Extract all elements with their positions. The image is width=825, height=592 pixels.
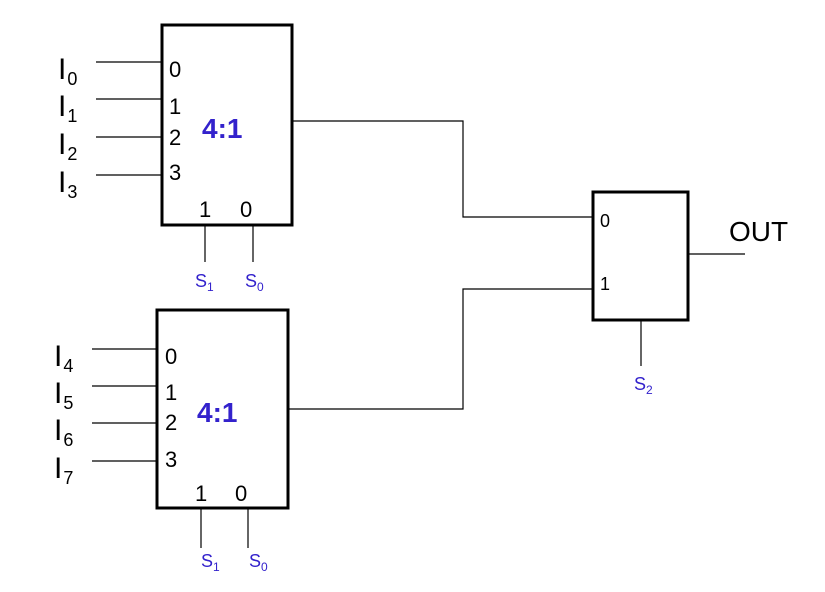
mux-bottom-pin-3: 3 — [165, 447, 177, 472]
mux-bottom-input-label-5: I5 — [54, 377, 73, 413]
mux-bottom-input-label-7: I7 — [54, 452, 73, 488]
mux-bottom-pin-0: 0 — [165, 344, 177, 369]
mux-top-type-label: 4:1 — [202, 113, 242, 144]
mux-top-pin-0: 0 — [169, 57, 181, 82]
mux-top-select-pin-0: 0 — [240, 197, 252, 222]
mux-top-select-label-s1: S1 — [195, 271, 214, 294]
mux-top-pin-3: 3 — [169, 160, 181, 185]
mux-top-input-label-2: I2 — [58, 128, 77, 164]
mux-bottom-pin-1: 1 — [165, 380, 177, 405]
mux-top-input-label-3: I3 — [58, 166, 77, 202]
mux-top-select-label-s0: S0 — [245, 271, 264, 294]
mux-bottom-select-pin-1: 1 — [195, 481, 207, 506]
mux-top-pin-1: 1 — [169, 94, 181, 119]
mux-bottom-select-pin-0: 0 — [235, 481, 247, 506]
mux-bottom-input-label-6: I6 — [54, 414, 73, 450]
mux-final-select-label-s2: S2 — [634, 374, 653, 397]
mux-bottom-select-label-s1: S1 — [201, 551, 220, 574]
mux-final: 0 1 OUT S2 — [591, 190, 788, 397]
mux-bottom-select-label-s0: S0 — [249, 551, 268, 574]
mux-top-input-label-1: I1 — [58, 90, 77, 126]
wire-bottom-to-final — [288, 288, 593, 410]
mux-top-pin-2: 2 — [169, 125, 181, 150]
mux-final-pin-1: 1 — [600, 274, 610, 294]
mux-top: 4:1 I0 I1 I2 I3 0 1 2 3 1 0 S1 S0 — [58, 23, 294, 294]
wire-top-to-final — [292, 120, 593, 218]
mux-final-pin-0: 0 — [600, 211, 610, 231]
mux-bottom-type-label: 4:1 — [197, 397, 237, 428]
mux-top-input-label-0: I0 — [58, 53, 77, 89]
output-label: OUT — [729, 216, 788, 247]
mux-bottom-pin-2: 2 — [165, 410, 177, 435]
mux-bottom: 4:1 I4 I5 I6 I7 0 1 2 3 1 0 S1 S0 — [54, 308, 290, 574]
mux-top-body — [160, 23, 294, 227]
mux-top-select-pin-1: 1 — [199, 197, 211, 222]
mux-bottom-input-label-4: I4 — [54, 340, 73, 376]
